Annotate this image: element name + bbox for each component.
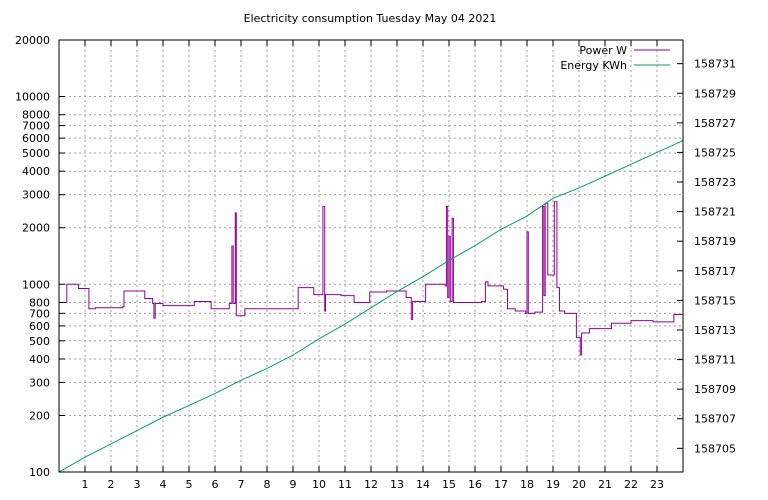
x-tick-label: 23	[650, 478, 664, 491]
y-right-tick-label: 158709	[694, 383, 736, 396]
x-tick-label: 12	[364, 478, 378, 491]
y-left-tick-label: 2000	[22, 222, 50, 235]
x-tick-label: 20	[572, 478, 586, 491]
series-layer	[58, 140, 684, 473]
x-tick-label: 1	[82, 478, 89, 491]
y-right-tick-label: 158731	[694, 58, 736, 71]
y-right-tick-label: 158717	[694, 265, 736, 278]
grid	[59, 40, 683, 472]
y-left-tick-label: 700	[29, 307, 50, 320]
y-right-tick-label: 158729	[694, 87, 736, 100]
y-right-tick-label: 158719	[694, 235, 736, 248]
legend-label: Energy KWh	[560, 59, 627, 72]
x-tick-label: 6	[212, 478, 219, 491]
x-tick-label: 2	[108, 478, 115, 491]
y-left-tick-label: 6000	[22, 132, 50, 145]
series-line-power-w	[59, 201, 683, 356]
y-left-tick-label: 500	[29, 335, 50, 348]
chart-title: Electricity consumption Tuesday May 04 2…	[244, 12, 497, 25]
x-tick-label: 18	[520, 478, 534, 491]
y-left-tick-label: 100	[29, 466, 50, 479]
legend: Power W Energy KWh	[560, 44, 670, 72]
x-tick-label: 9	[290, 478, 297, 491]
y-left-tick-label: 20000	[15, 34, 50, 47]
x-tick-label: 17	[494, 478, 508, 491]
y-right-tick-label: 158715	[694, 294, 736, 307]
y-right-tick-label: 158723	[694, 176, 736, 189]
y-left-tick-label: 600	[29, 320, 50, 333]
y-right-tick-label: 158707	[694, 413, 736, 426]
x-tick-label: 13	[390, 478, 404, 491]
x-tick-label: 10	[312, 478, 326, 491]
y-left-tick-label: 5000	[22, 147, 50, 160]
y-left-tick-label: 300	[29, 376, 50, 389]
y-left-tick-label: 3000	[22, 189, 50, 202]
y-left-tick-label: 200	[29, 409, 50, 422]
y-right-tick-label: 158727	[694, 117, 736, 130]
x-tick-label: 11	[338, 478, 352, 491]
ticks-layer: 1 2 3 4 5 6 7 8 9 10 11 12 13 14 15 16 17 18 19 20 21 22 23100…	[15, 34, 736, 491]
x-tick-label: 14	[416, 478, 430, 491]
x-tick-label: 7	[238, 478, 245, 491]
y-right-tick-label: 158711	[694, 354, 736, 367]
y-right-tick-label: 158705	[694, 442, 736, 455]
series-line-energy-kwh	[58, 140, 684, 473]
x-tick-label: 16	[468, 478, 482, 491]
y-right-tick-label: 158721	[694, 206, 736, 219]
y-left-tick-label: 400	[29, 353, 50, 366]
y-right-tick-label: 158725	[694, 146, 736, 159]
x-tick-label: 4	[160, 478, 167, 491]
y-left-tick-label: 4000	[22, 165, 50, 178]
x-tick-label: 15	[442, 478, 456, 491]
y-left-tick-label: 1000	[22, 278, 50, 291]
y-left-tick-label: 800	[29, 296, 50, 309]
x-tick-label: 3	[134, 478, 141, 491]
y-right-tick-label: 158713	[694, 324, 736, 337]
legend-label: Power W	[579, 44, 627, 57]
x-tick-label: 21	[598, 478, 612, 491]
x-tick-label: 8	[264, 478, 271, 491]
y-left-tick-label: 10000	[15, 91, 50, 104]
x-tick-label: 19	[546, 478, 560, 491]
y-left-tick-label: 7000	[22, 120, 50, 133]
y-left-tick-label: 8000	[22, 109, 50, 122]
x-tick-label: 22	[624, 478, 638, 491]
x-tick-label: 5	[186, 478, 193, 491]
